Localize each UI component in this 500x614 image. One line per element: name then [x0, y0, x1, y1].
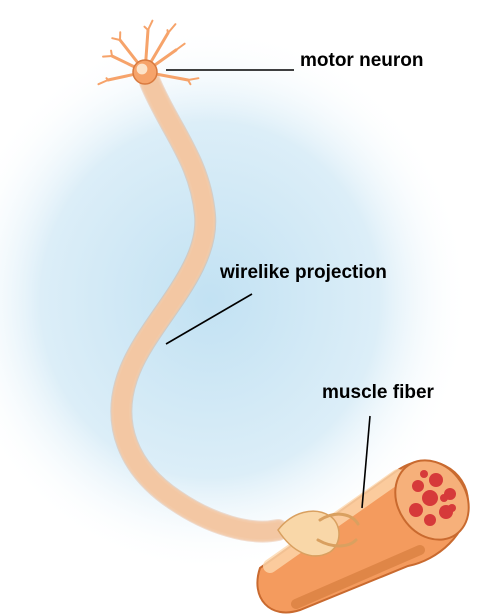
- muscle-fiber-spot: [424, 514, 436, 526]
- muscle-fiber-spot: [422, 490, 438, 506]
- muscle-fiber-spot: [429, 473, 443, 487]
- muscle-fiber-spot: [440, 494, 448, 502]
- label-wirelike-projection: wirelike projection: [220, 263, 387, 284]
- muscle-fiber-spot: [420, 470, 428, 478]
- muscle-fiber-spot: [412, 480, 424, 492]
- diagram-svg: [0, 0, 500, 614]
- muscle-fiber-spot: [448, 504, 456, 512]
- label-motor-neuron: motor neuron: [300, 51, 424, 72]
- label-muscle-fiber: muscle fiber: [322, 383, 434, 404]
- muscle-fiber-spot: [409, 503, 423, 517]
